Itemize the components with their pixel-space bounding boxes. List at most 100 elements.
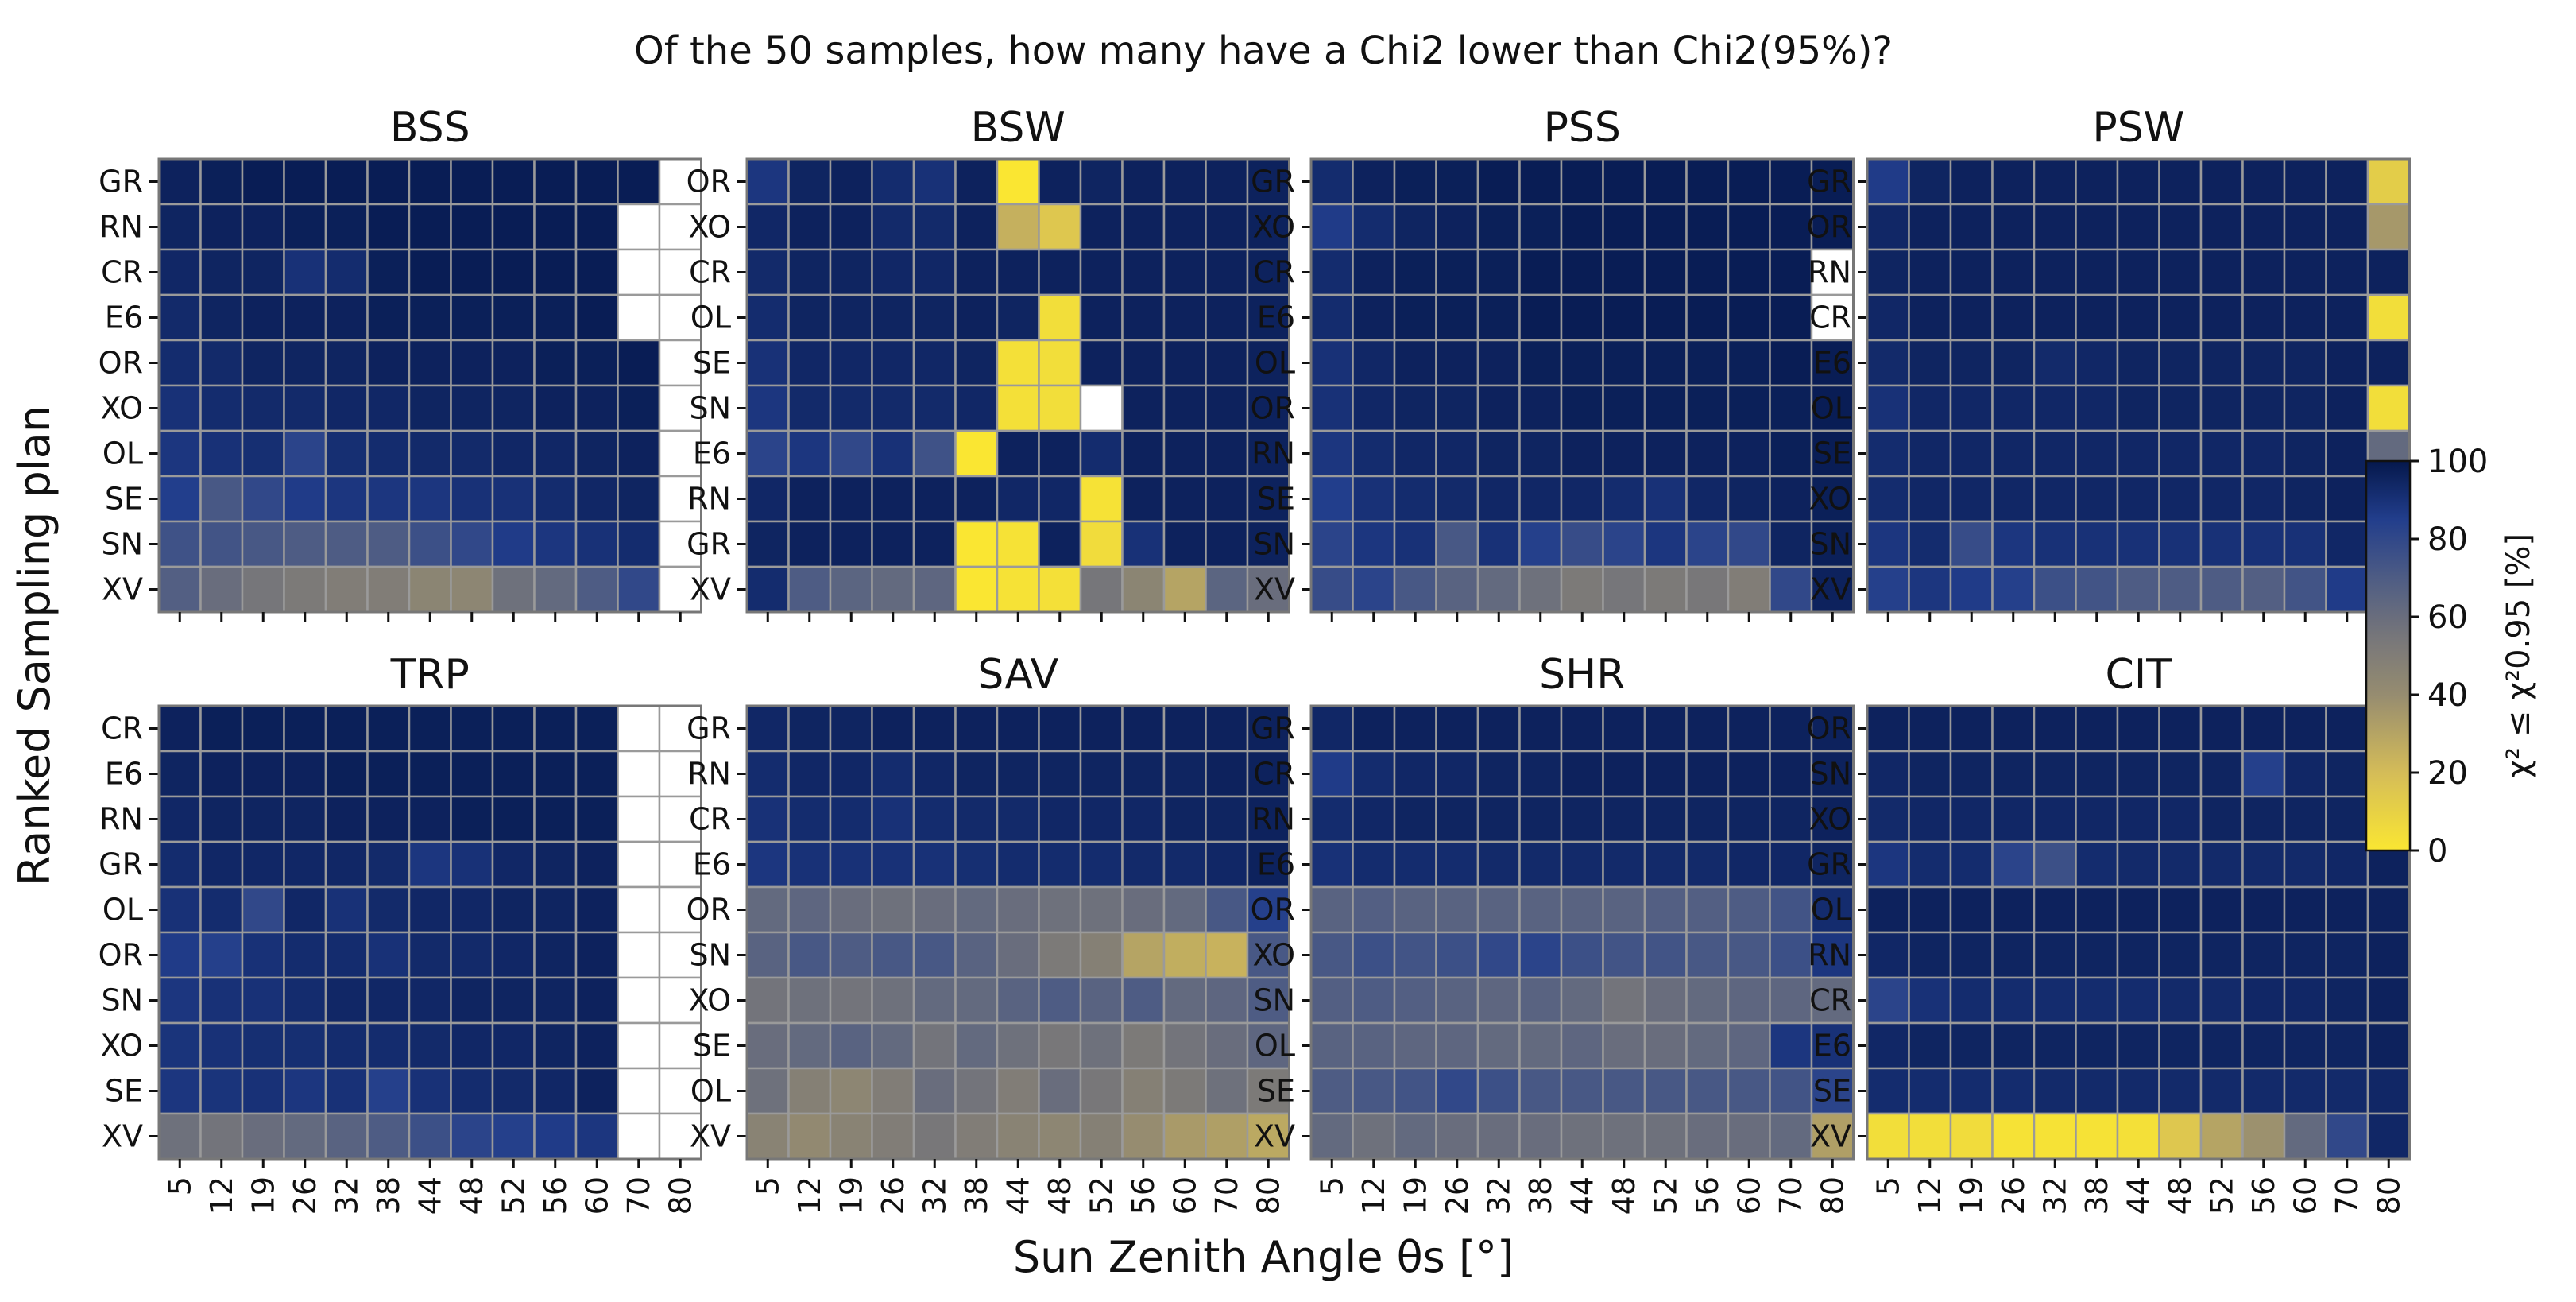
heatmap-cell bbox=[1079, 795, 1124, 843]
heatmap-cell bbox=[1727, 293, 1771, 342]
y-tick-label: GR bbox=[99, 165, 143, 200]
x-tick-label: 48 bbox=[454, 1176, 489, 1215]
heatmap-cell bbox=[745, 203, 790, 251]
heatmap-cell bbox=[491, 795, 536, 843]
y-tick-label: GR bbox=[687, 711, 731, 746]
heatmap-cell bbox=[2033, 565, 2077, 614]
heatmap-cell bbox=[1991, 475, 2036, 523]
heatmap-cell bbox=[533, 750, 578, 798]
heatmap-cell bbox=[1727, 1067, 1771, 1115]
heatmap-cell bbox=[2033, 339, 2077, 387]
heatmap-cell bbox=[1908, 384, 1952, 432]
heatmap-cell bbox=[617, 520, 661, 568]
heatmap-cell bbox=[408, 203, 452, 251]
heatmap-cell bbox=[1393, 520, 1437, 568]
heatmap-cell bbox=[199, 795, 244, 843]
heatmap-cell bbox=[617, 203, 661, 251]
heatmap-cell bbox=[1038, 1112, 1082, 1161]
heatmap-cell bbox=[1560, 1067, 1604, 1115]
heatmap-cell bbox=[2283, 429, 2327, 478]
heatmap-cell bbox=[1121, 339, 1166, 387]
heatmap-cell bbox=[2033, 704, 2077, 753]
heatmap-cell bbox=[1602, 840, 1646, 889]
heatmap-cell bbox=[2325, 1112, 2369, 1161]
heatmap-cell bbox=[658, 1067, 702, 1115]
heatmap-cell bbox=[1121, 520, 1166, 568]
heatmap-cell bbox=[2366, 976, 2411, 1025]
heatmap-cell bbox=[1560, 885, 1604, 934]
x-tick-label: 60 bbox=[579, 1176, 614, 1215]
heatmap-cell bbox=[996, 1021, 1040, 1070]
heatmap-cell bbox=[829, 704, 873, 753]
y-tick-label: RN bbox=[1808, 938, 1851, 973]
heatmap-cell bbox=[2241, 931, 2286, 979]
heatmap-cell bbox=[1518, 565, 1563, 614]
heatmap-cell bbox=[1685, 750, 1730, 798]
heatmap-cell bbox=[1205, 384, 1249, 432]
heatmap-cell bbox=[450, 931, 494, 979]
heatmap-cell bbox=[1038, 248, 1082, 296]
heatmap-cell bbox=[1435, 339, 1479, 387]
heatmap-cell bbox=[1991, 339, 2036, 387]
heatmap-cell bbox=[408, 840, 452, 889]
heatmap-cell bbox=[366, 565, 411, 614]
heatmap-cell bbox=[617, 931, 661, 979]
heatmap-cell bbox=[283, 1021, 327, 1070]
heatmap-cell bbox=[787, 976, 832, 1025]
heatmap-cell bbox=[1435, 750, 1479, 798]
heatmap-cell bbox=[871, 520, 915, 568]
heatmap-cell bbox=[1393, 339, 1437, 387]
heatmap-cell bbox=[1810, 293, 1855, 342]
heatmap-cell bbox=[574, 885, 619, 934]
heatmap-cell bbox=[1727, 429, 1771, 478]
heatmap-cell bbox=[2075, 157, 2119, 206]
heatmap-cell bbox=[1866, 339, 1910, 387]
heatmap-cell bbox=[283, 520, 327, 568]
heatmap-cell bbox=[1685, 885, 1730, 934]
heatmap-cell bbox=[450, 1067, 494, 1115]
heatmap-cell bbox=[1518, 293, 1563, 342]
heatmap-cell bbox=[199, 339, 244, 387]
heatmap-cell bbox=[450, 750, 494, 798]
heatmap-cell bbox=[1602, 565, 1646, 614]
heatmap-cell bbox=[1162, 931, 1207, 979]
heatmap-cell bbox=[2158, 520, 2203, 568]
heatmap-cell bbox=[1393, 157, 1437, 206]
heatmap-cell bbox=[1476, 840, 1521, 889]
heatmap-cell bbox=[1908, 157, 1952, 206]
heatmap-cell bbox=[1393, 384, 1437, 432]
heatmap-cell bbox=[1685, 1112, 1730, 1161]
x-tick-label: 19 bbox=[834, 1176, 868, 1215]
heatmap-cell bbox=[574, 1021, 619, 1070]
heatmap-cell bbox=[491, 475, 536, 523]
heatmap-cell bbox=[533, 885, 578, 934]
y-tick-label: OL bbox=[690, 1074, 731, 1109]
heatmap-cell bbox=[1162, 704, 1207, 753]
heatmap-cell bbox=[1079, 520, 1124, 568]
heatmap-cell bbox=[199, 203, 244, 251]
heatmap-cell bbox=[2075, 795, 2119, 843]
heatmap-cell bbox=[871, 157, 915, 206]
x-tick-label: 38 bbox=[959, 1176, 994, 1215]
heatmap-cell bbox=[491, 1021, 536, 1070]
x-tick-label: 70 bbox=[1773, 1176, 1808, 1215]
heatmap-cell bbox=[1038, 293, 1082, 342]
heatmap-cell bbox=[829, 750, 873, 798]
y-tick-label: OL bbox=[1811, 391, 1851, 426]
heatmap-cell bbox=[2366, 293, 2411, 342]
heatmap-cell bbox=[1205, 520, 1249, 568]
heatmap-cell bbox=[2033, 293, 2077, 342]
heatmap-cell bbox=[912, 840, 957, 889]
x-tick-label: 48 bbox=[1042, 1176, 1077, 1215]
y-tick-label: OR bbox=[687, 893, 731, 928]
x-tick-label: 44 bbox=[412, 1176, 447, 1215]
y-tick-label: OR bbox=[1251, 391, 1295, 426]
heatmap-cell bbox=[2116, 565, 2160, 614]
heatmap-cell bbox=[199, 1067, 244, 1115]
heatmap-cell bbox=[366, 931, 411, 979]
heatmap-cell bbox=[2283, 520, 2327, 568]
heatmap-cell bbox=[574, 339, 619, 387]
colorbar-tick-label: 60 bbox=[2427, 599, 2468, 636]
heatmap-cell bbox=[241, 384, 285, 432]
heatmap-cell bbox=[1121, 1021, 1166, 1070]
